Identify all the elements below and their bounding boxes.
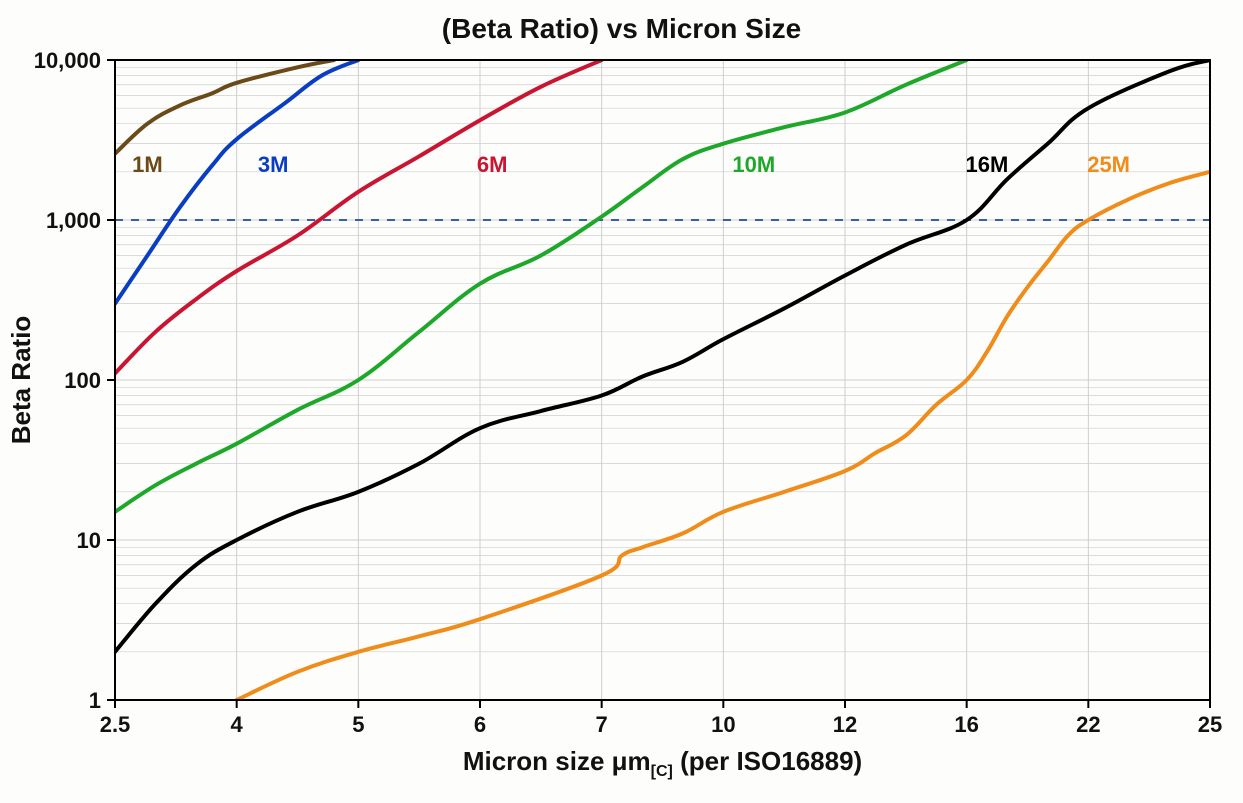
x-tick-label: 2.5 [100,712,131,737]
x-tick-label: 6 [474,712,486,737]
chart-container: 1M 3M 6M 10M 16M 25M 2.5 4 5 6 7 10 12 16 22 25 1 10 100 1,… [0,0,1243,803]
series-label-25M: 25M [1087,152,1130,177]
x-tick-label: 7 [596,712,608,737]
series-label-6M: 6M [477,152,508,177]
x-tick-label: 16 [954,712,978,737]
x-tick-label: 22 [1076,712,1100,737]
series-label-3M: 3M [258,152,289,177]
y-tick-label: 1 [89,688,101,713]
x-tick-label: 5 [352,712,364,737]
x-tick-label: 25 [1198,712,1222,737]
y-tick-label: 10,000 [34,48,101,73]
x-tick-label: 10 [711,712,735,737]
series-label-10M: 10M [732,152,775,177]
y-tick-label: 10 [77,528,101,553]
y-tick-label: 1,000 [46,208,101,233]
y-tick-label: 100 [64,368,101,393]
x-tick-label: 12 [833,712,857,737]
chart-svg: 1M 3M 6M 10M 16M 25M 2.5 4 5 6 7 10 12 16 22 25 1 10 100 1,… [0,0,1243,803]
x-tick-label: 4 [231,712,244,737]
series-label-1M: 1M [132,152,163,177]
chart-title: (Beta Ratio) vs Micron Size [442,13,801,44]
y-axis-label: Beta Ratio [6,316,36,445]
series-label-16M: 16M [966,152,1009,177]
